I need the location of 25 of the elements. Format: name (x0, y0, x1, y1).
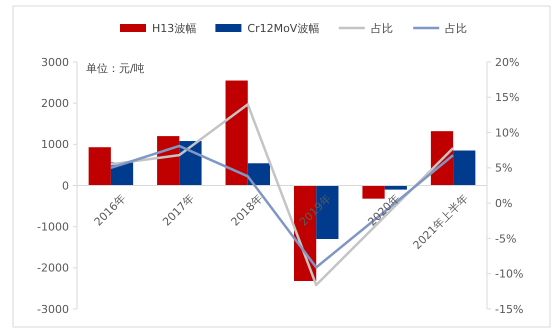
y2-tick-label: 15% (495, 91, 520, 104)
legend-label: Cr12MoV波幅 (247, 22, 320, 35)
legend-label: 占比 (445, 22, 468, 35)
legend-label: H13波幅 (152, 22, 196, 35)
bar (453, 150, 476, 186)
y-tick-label: -2000 (37, 262, 69, 275)
y-tick-label: 2000 (41, 97, 69, 110)
y2-tick-label: 0% (495, 196, 512, 210)
y2-tick-label: -10% (495, 268, 524, 281)
y2-tick-label: 20% (495, 56, 520, 69)
y2-tick-label: 10% (495, 126, 520, 140)
y-tick-label: 3000 (41, 56, 69, 69)
bar (226, 80, 248, 186)
y-tick-label: 1000 (41, 138, 69, 152)
y-tick-label: -3000 (37, 302, 69, 316)
bar (362, 186, 385, 199)
y2-tick-label: 5% (495, 162, 512, 175)
legend-label: 占比 (370, 22, 393, 35)
bar (88, 147, 111, 186)
y-tick-label: 0 (62, 179, 69, 192)
y-tick-label: -1000 (37, 220, 69, 234)
y2-tick-label: -5% (495, 232, 516, 246)
bar (248, 163, 270, 186)
annotation: 单位：元/吨 (86, 62, 145, 75)
y2-tick-label: -15% (495, 302, 524, 316)
